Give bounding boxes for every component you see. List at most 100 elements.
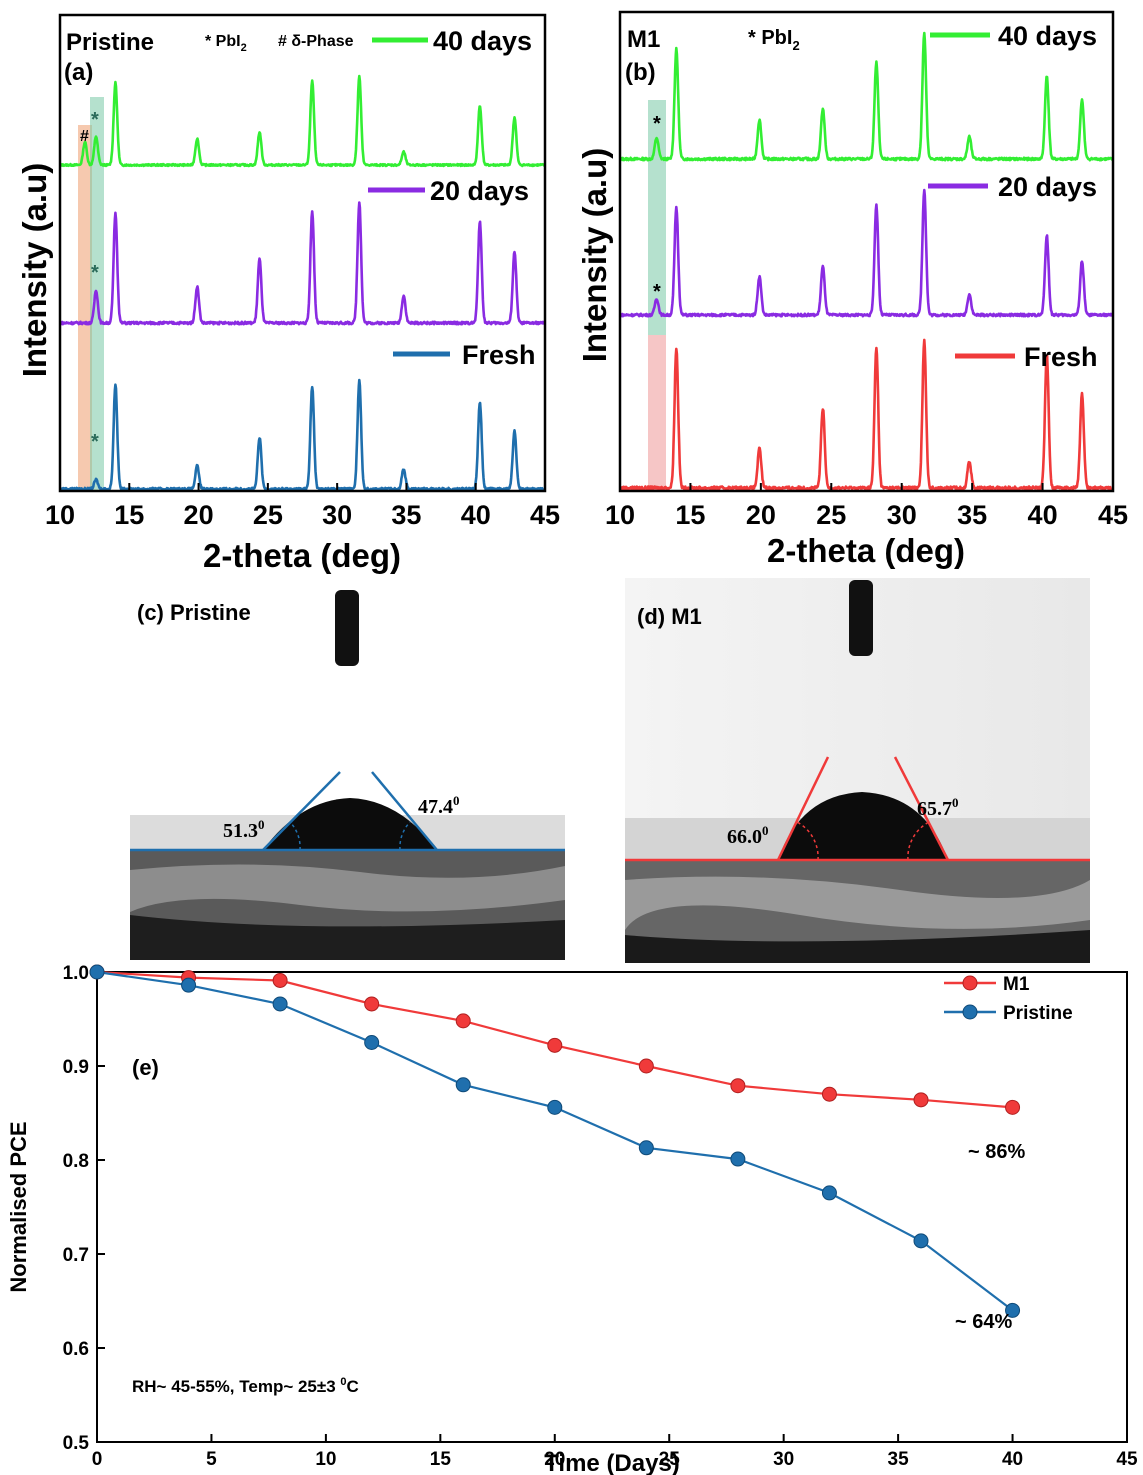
legend-40days-a: 40 days [433,26,532,56]
x-tick-label: 35 [391,500,421,530]
legend-marker-m1-e [962,975,978,991]
pce-series-e [89,964,1021,1318]
y-tick-label-e: 1.0 [63,963,89,984]
legend-20days-a: 20 days [430,176,529,206]
x-tick-label-e: 0 [92,1449,103,1470]
tangent-right-d [893,756,950,861]
pce-point-pristine [638,1140,654,1156]
panel-e: 0 5 10 15 20 25 30 35 40 450.50.60.70.80.91.0 M1 … [6,963,1138,1475]
y-axis-label-e: Normalised PCE [6,1121,31,1292]
x-tick-label: 45 [1098,500,1128,530]
pce-point-pristine [364,1035,380,1050]
legend-marker-pristine-e [962,1004,978,1020]
x-tick-label-e: 15 [430,1449,452,1470]
substrate-texture-c [130,864,565,912]
pce-point-pristine [181,977,197,993]
x-tick-label: 10 [605,500,635,530]
x-tick-label: 20 [184,500,214,530]
pce-point-m1 [547,1037,563,1053]
legend-pristine-e: Pristine [1003,1003,1073,1024]
plot-frame-e [96,971,1128,1443]
xrd-curves-b [618,31,1115,491]
droplet-c [263,798,437,850]
pce-point-m1 [821,1086,837,1102]
pce-point-m1 [1005,1099,1021,1115]
pce-point-pristine [272,996,288,1012]
annotation-pbi2-20d-b: * [653,281,661,303]
x-axis-label-b: 2-theta (deg) [767,532,965,569]
x-ticks-b: 10 15 20 25 30 35 40 45 [605,483,1128,530]
sample-label-a: Pristine [66,29,154,56]
legend-20days-b: 20 days [998,172,1097,202]
xrd-curve-20-days [619,188,1114,318]
pce-point-pristine [89,964,105,980]
xrd-curve-20-days [59,201,546,326]
xrd-curve-40-days [619,31,1115,162]
pce-point-pristine [455,1077,471,1093]
x-tick-label: 10 [45,500,75,530]
pce-line-pristine [96,970,1014,1312]
x-tick-label: 15 [114,500,144,530]
y-tick-label-e: 0.9 [63,1057,89,1078]
annotation-pbi2-20d-a: * [91,262,99,284]
xrd-curves-a [59,74,547,492]
y-tick-label-e: 0.6 [63,1339,89,1360]
pce-point-m1 [730,1078,746,1094]
x-tick-label: 35 [957,500,987,530]
x-tick-label-e: 10 [315,1449,336,1470]
annotation-pristine-retention: ~ 64% [955,1311,1012,1333]
annotation-pbi2-40d-b: * [653,113,661,135]
pbi2-legend-a: * PbI2 [205,33,247,54]
condition-note-e: RH~ 45-55%, Temp~ 25±3 0C [132,1376,359,1396]
x-tick-label: 40 [1028,500,1058,530]
y-axis-label-a: Intensity (a.u) [16,163,53,378]
x-tick-label-e: 5 [206,1449,217,1470]
angle-left-c: 51.30 [223,817,265,842]
xrd-curve-40-days [59,74,547,168]
pce-point-m1 [638,1058,654,1074]
substrate-dark-band-d [625,930,1090,963]
pbi2-legend-b: * PbI2 [748,27,800,53]
x-tick-label-e: 20 [544,1449,565,1470]
panel-tag-b: (b) [625,59,656,86]
annotation-pbi2-fresh-a: * [91,431,99,453]
plot-frame-b [618,10,1115,493]
annotation-delta-a: # [80,128,89,145]
plot-frame-a [58,13,547,493]
panel-label-d: (d) M1 [637,604,702,629]
sample-label-b: M1 [627,26,660,53]
delta-legend-a: # δ-Phase [278,33,354,50]
angle-right-d: 65.70 [917,795,959,820]
x-tick-label: 30 [322,500,352,530]
panel-label-c: (c) Pristine [137,600,251,625]
x-tick-label: 25 [816,500,846,530]
panel-b: 10 15 20 25 30 35 40 45 M1 (b) * PbI2 40 days 2… [576,10,1128,569]
x-tick-label-e: 40 [1002,1449,1023,1470]
x-axis-label-e: Time (Days) [544,1450,680,1475]
legend-fresh-a: Fresh [462,340,536,370]
tangent-left-c [262,771,341,851]
substrate-dark-band-c [130,915,565,960]
x-tick-label: 40 [461,500,491,530]
xrd-curve-fresh [618,338,1114,491]
x-tick-label: 30 [887,500,917,530]
angle-right-c: 47.40 [418,793,460,818]
y-axis-label-b: Intensity (a.u) [576,148,613,363]
panel-tag-a: (a) [64,59,93,86]
xrd-curve-fresh [59,378,546,492]
y-tick-label-e: 0.5 [63,1433,90,1454]
x-ticks-a: 10 15 20 25 30 35 40 45 [45,483,560,530]
pce-point-m1 [272,972,288,988]
droplet-d [778,792,948,860]
panel-tag-e: (e) [132,1055,159,1080]
x-tick-label-e: 30 [773,1449,794,1470]
y-tick-label-e: 0.8 [63,1151,89,1172]
pce-point-pristine [821,1185,837,1201]
tangent-left-d [776,756,830,861]
angle-arc-left-c [289,821,301,851]
pce-point-pristine [1005,1302,1021,1318]
substrate-texture-d [625,876,1090,930]
annotation-m1-retention: ~ 86% [968,1141,1025,1163]
legend-m1-e: M1 [1003,974,1030,995]
x-tick-label-e: 45 [1116,1449,1138,1470]
